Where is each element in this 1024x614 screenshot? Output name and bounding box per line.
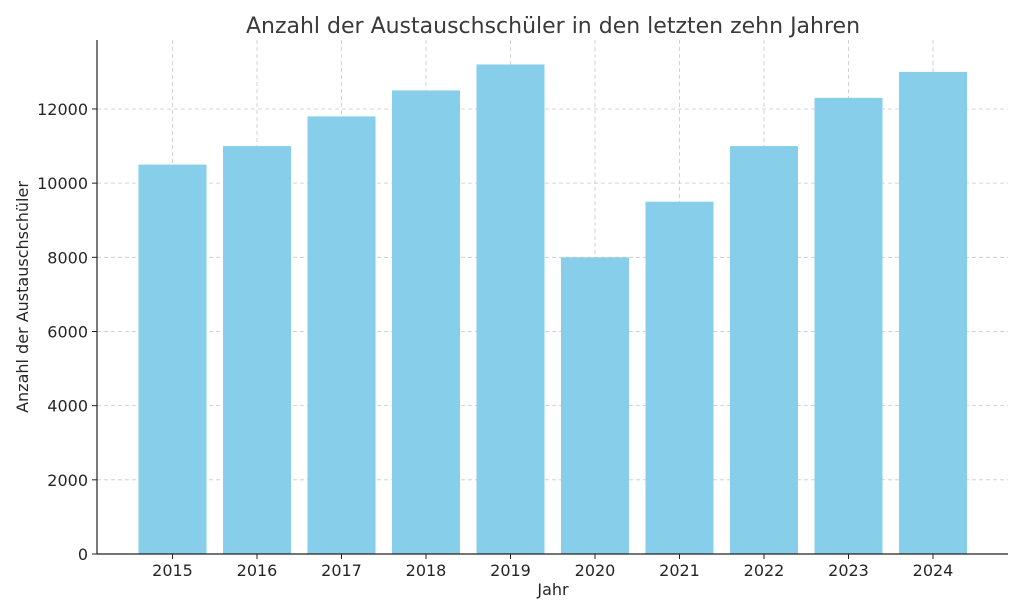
x-tick-label: 2024 — [913, 561, 954, 580]
bar-2022 — [730, 146, 798, 555]
bar-2016 — [223, 146, 291, 555]
y-tick-label: 12000 — [37, 100, 88, 119]
x-tick-label: 2022 — [744, 561, 785, 580]
bar-2019 — [476, 64, 545, 554]
bars — [138, 64, 967, 555]
y-tick-label: 10000 — [37, 174, 88, 193]
x-tick-label: 2017 — [321, 561, 362, 580]
x-tick-label: 2021 — [659, 561, 700, 580]
bar-2015 — [138, 164, 207, 554]
y-tick-label: 8000 — [47, 248, 88, 267]
bar-2017 — [307, 116, 376, 554]
bar-2021 — [645, 201, 714, 554]
bar-2024 — [899, 71, 967, 554]
y-tick-label: 2000 — [47, 471, 88, 490]
y-axis-ticks: 0 2000 4000 6000 8000 10000 12000 — [37, 100, 97, 564]
bar-2023 — [814, 97, 883, 554]
x-tick-label: 2015 — [152, 561, 193, 580]
y-tick-label: 6000 — [47, 322, 88, 341]
y-axis-title: Anzahl der Austauschschüler — [13, 181, 32, 413]
bar-2018 — [392, 90, 460, 554]
axes — [96, 40, 1008, 555]
x-axis-title: Jahr — [536, 580, 569, 599]
y-tick-label: 4000 — [47, 397, 88, 416]
x-tick-label: 2018 — [406, 561, 447, 580]
chart-title: Anzahl der Austauschschüler in den letzt… — [246, 14, 860, 39]
x-axis-ticks: 2015 2016 2017 2018 2019 2020 2021 2022 2023 2024 — [152, 554, 953, 580]
x-tick-label: 2023 — [828, 561, 869, 580]
x-tick-label: 2016 — [237, 561, 278, 580]
x-tick-label: 2020 — [575, 561, 616, 580]
bar-2020 — [561, 257, 629, 554]
x-tick-label: 2019 — [490, 561, 531, 580]
y-tick-label: 0 — [78, 545, 88, 564]
